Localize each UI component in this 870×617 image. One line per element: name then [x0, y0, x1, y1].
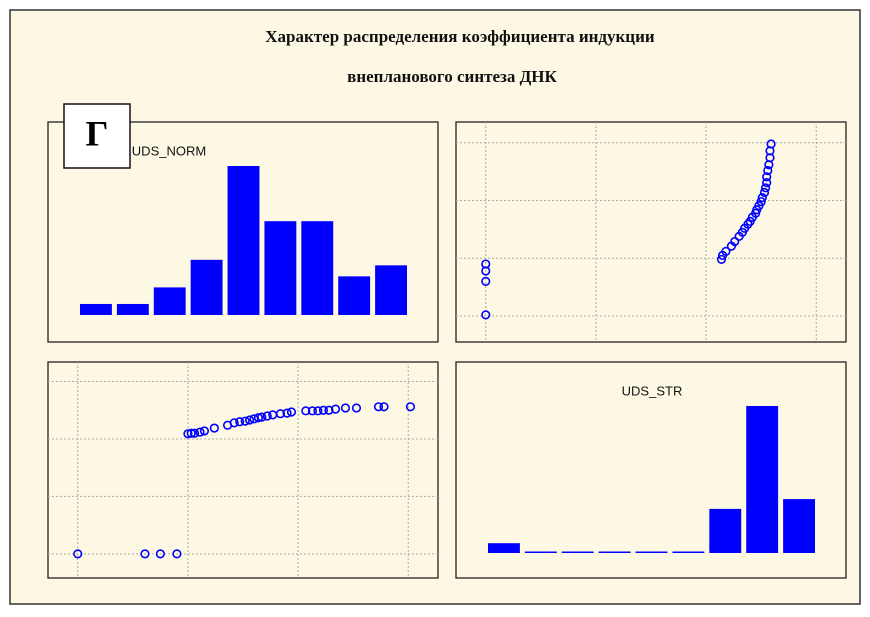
- bar: [524, 551, 557, 553]
- bar: [561, 551, 594, 553]
- bar: [190, 259, 223, 315]
- point: [762, 172, 772, 182]
- bar: [227, 166, 260, 315]
- bar: [264, 221, 297, 315]
- point: [481, 310, 491, 320]
- point: [351, 403, 362, 413]
- point: [183, 429, 193, 439]
- point: [324, 405, 334, 415]
- bar: [375, 265, 407, 315]
- point: [762, 178, 772, 188]
- title-line: внепланового синтеза ДНК: [347, 67, 557, 86]
- point: [330, 404, 341, 414]
- point: [262, 411, 272, 421]
- panel: [455, 361, 847, 579]
- point: [235, 417, 245, 427]
- bar: [80, 303, 112, 315]
- point: [282, 408, 292, 418]
- point: [195, 427, 205, 437]
- panel-title: UDS_STR: [622, 383, 683, 398]
- point: [307, 406, 318, 416]
- point: [301, 406, 311, 416]
- bar: [116, 303, 149, 315]
- point: [759, 187, 770, 198]
- point: [730, 236, 740, 247]
- bar: [598, 551, 631, 553]
- point: [240, 416, 250, 426]
- point: [373, 402, 384, 412]
- point: [318, 405, 329, 415]
- point: [756, 197, 766, 207]
- point: [766, 139, 776, 149]
- point: [379, 402, 389, 412]
- point: [199, 426, 210, 436]
- point: [275, 409, 286, 419]
- point: [229, 418, 239, 428]
- point: [313, 406, 323, 416]
- point: [286, 407, 297, 417]
- title-line: Характер распределения коэффициента инду…: [265, 27, 655, 46]
- point: [189, 428, 200, 438]
- bar: [746, 406, 779, 553]
- panel-label: Г: [86, 113, 109, 153]
- bar: [488, 543, 520, 553]
- point: [763, 165, 773, 176]
- point: [757, 193, 767, 203]
- point: [257, 412, 267, 422]
- bar: [153, 287, 186, 315]
- point: [481, 259, 491, 269]
- bar: [783, 499, 815, 553]
- point: [716, 254, 727, 265]
- point: [721, 246, 731, 256]
- bar: [672, 551, 705, 553]
- bar: [301, 221, 334, 315]
- panel-title: UDS_NORM: [132, 143, 206, 158]
- label-box: [63, 103, 131, 169]
- point: [186, 428, 196, 438]
- panel: [455, 121, 847, 343]
- point: [140, 549, 150, 559]
- point: [405, 402, 416, 412]
- bar: [709, 508, 742, 553]
- point: [481, 276, 491, 286]
- bar: [338, 276, 371, 315]
- point: [155, 549, 165, 559]
- point: [209, 423, 219, 433]
- point: [253, 413, 264, 423]
- point: [245, 415, 255, 425]
- point: [172, 549, 182, 559]
- point: [340, 403, 351, 413]
- point: [760, 183, 771, 193]
- bar: [635, 551, 668, 553]
- panel: [47, 361, 439, 579]
- point: [73, 549, 83, 559]
